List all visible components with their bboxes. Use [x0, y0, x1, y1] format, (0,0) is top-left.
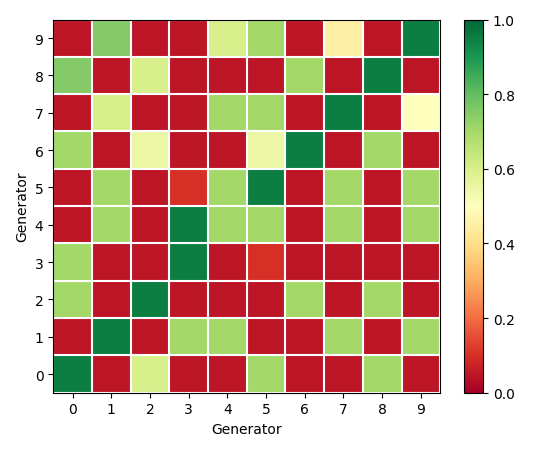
Y-axis label: Generator: Generator: [15, 171, 29, 242]
X-axis label: Generator: Generator: [211, 422, 282, 436]
